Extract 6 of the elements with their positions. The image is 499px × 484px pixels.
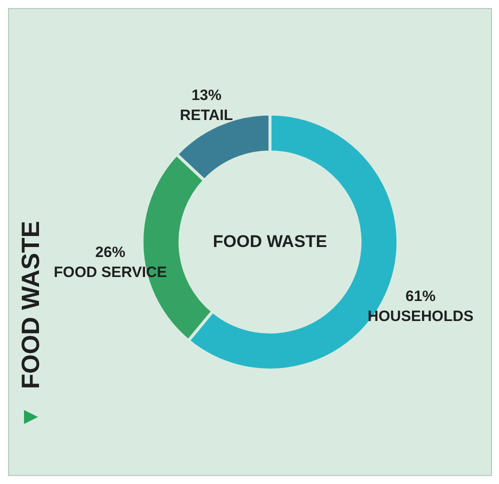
data-label: 26% bbox=[95, 244, 126, 262]
text: FOOD WASTE bbox=[17, 220, 46, 389]
data-label: 61% bbox=[406, 288, 436, 306]
slice-label: RETAIL bbox=[180, 107, 233, 124]
data-label: 13% bbox=[191, 87, 222, 104]
text: FOOD WASTE bbox=[212, 232, 328, 251]
